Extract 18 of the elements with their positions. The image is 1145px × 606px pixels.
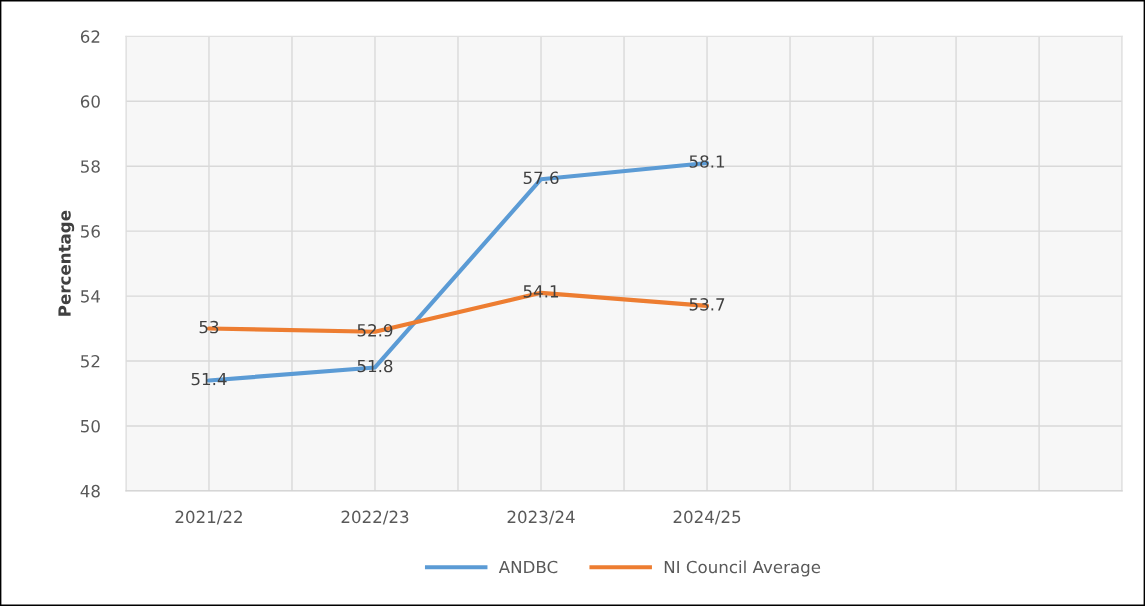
legend-label: ANDBC [498,560,558,574]
x-tick-label: 2021/22 [175,510,242,525]
y-tick-label: 58 [81,160,100,173]
x-tick-label: 2023/24 [507,510,575,525]
y-tick-label: 50 [81,419,100,433]
x-tick-label: 2022/23 [341,510,409,525]
y-tick-label: 56 [81,225,100,238]
y-tick-label: 52 [81,354,100,368]
y-tick-label: 48 [80,484,100,498]
data-label: 58.1 [689,155,725,168]
y-axis-title: Percentage [58,210,75,316]
legend-label: NI Council Average [664,560,821,577]
data-label: 53.7 [689,298,725,311]
data-label: 51.4 [191,372,227,386]
y-tick-label: 62 [80,30,100,43]
y-tick-label: 60 [80,95,100,108]
y-tick-label: 54 [81,290,101,303]
x-tick-label: 2024/25 [673,510,741,525]
